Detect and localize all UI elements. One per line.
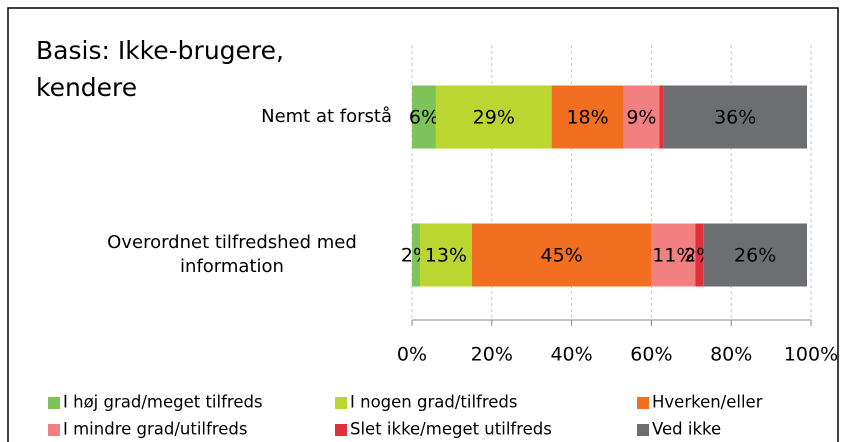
category-label: Nemt at forstå: [72, 77, 392, 157]
x-tick-label: 0%: [397, 344, 427, 366]
data-label: 45%: [541, 245, 583, 267]
data-label: 11%: [652, 245, 694, 267]
bar-segment: [695, 223, 704, 287]
x-tick-label: 100%: [784, 344, 838, 366]
bar-segment: [659, 85, 664, 149]
legend-label: I mindre grad/utilfreds: [63, 420, 247, 439]
frame: [7, 7, 839, 442]
legend-swatch: [637, 424, 649, 436]
legend-label: I høj grad/meget tilfreds: [63, 393, 263, 412]
bar-segment: [412, 85, 436, 149]
bar-segment: [623, 85, 660, 149]
category-text: Nemt at forstå: [261, 106, 392, 127]
bar-segment: [471, 223, 652, 287]
legend-label: Ved ikke: [652, 420, 721, 439]
data-label: 29%: [473, 107, 515, 129]
data-label: 18%: [566, 107, 608, 129]
data-label: 13%: [425, 245, 467, 267]
legend-swatch: [48, 397, 60, 409]
legend-label: I nogen grad/tilfreds: [350, 393, 517, 412]
legend-swatch: [335, 424, 347, 436]
data-label: 6%: [409, 107, 439, 129]
bar-segment: [703, 223, 808, 287]
legend-swatch: [335, 397, 347, 409]
x-tick-label: 60%: [630, 344, 672, 366]
data-label: 36%: [714, 107, 756, 129]
x-tick-label: 40%: [550, 344, 592, 366]
chart-title: Basis: Ikke-brugere, kendere: [36, 36, 284, 102]
bar-segment: [551, 85, 624, 149]
bar-segment: [435, 85, 552, 149]
data-label: 9%: [626, 107, 656, 129]
legend-label: Slet ikke/meget utilfreds: [350, 420, 552, 439]
legend-label: Hverken/eller: [652, 393, 763, 412]
legend-swatch: [48, 424, 60, 436]
x-tick-label: 80%: [710, 344, 752, 366]
bar-segment: [651, 223, 696, 287]
category-label: Overordnet tilfredshed med information: [72, 215, 392, 295]
data-label: 26%: [734, 245, 776, 267]
bar-segment: [412, 223, 420, 287]
bar-segment: [419, 223, 472, 287]
category-text: Overordnet tilfredshed med information: [107, 232, 357, 277]
x-tick-label: 20%: [471, 344, 513, 366]
bar-segment: [663, 85, 808, 149]
legend-swatch: [637, 397, 649, 409]
